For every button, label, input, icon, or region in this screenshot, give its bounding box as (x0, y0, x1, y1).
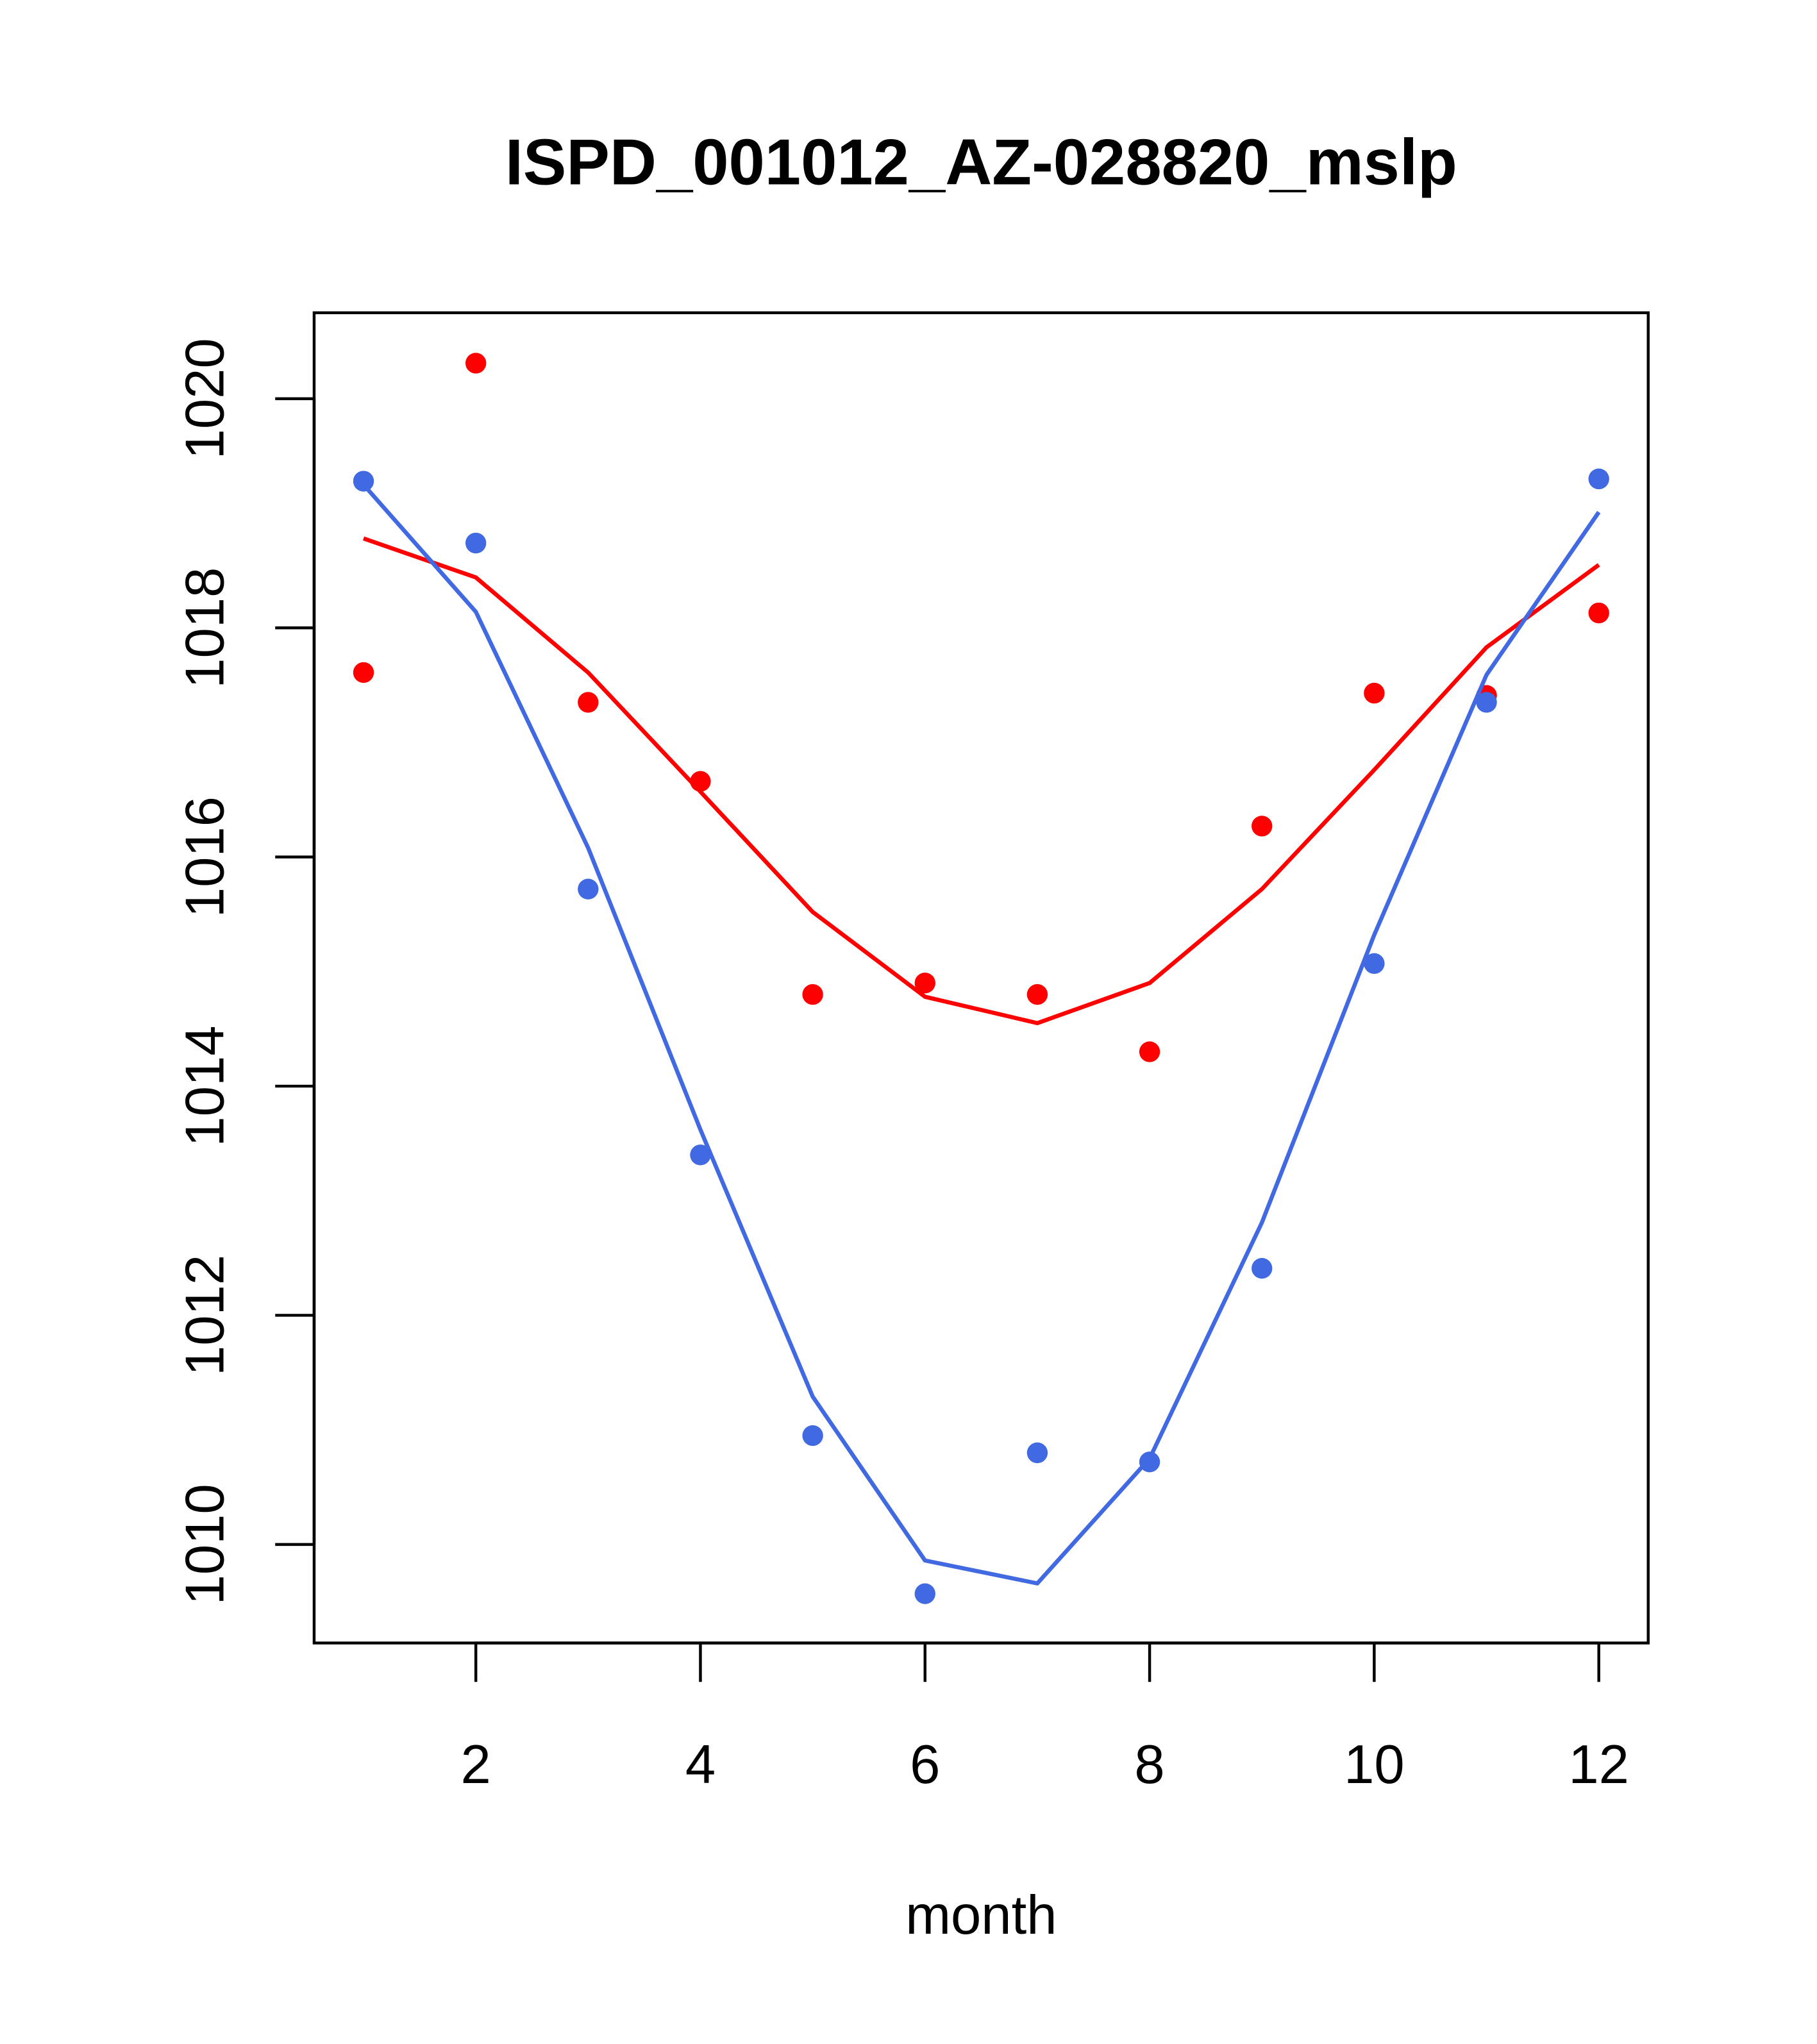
y-tick-label: 1010 (174, 1484, 235, 1605)
red-points-point (1364, 682, 1385, 704)
red-points-point (353, 662, 374, 683)
y-tick-label: 1014 (174, 1026, 235, 1147)
y-tick-label: 1020 (174, 338, 235, 459)
red-points-point (802, 984, 823, 1005)
blue-points-point (1252, 1257, 1273, 1279)
blue-points-point (1588, 468, 1609, 490)
blue-points-point (1026, 1442, 1048, 1464)
blue-points-point (1364, 953, 1385, 975)
y-axis: 1010 1012 1014 1016 1018 1020 (174, 338, 316, 1605)
blue-line-series (362, 483, 1601, 1586)
red-points-point (1139, 1041, 1160, 1062)
red-points-point (914, 973, 935, 994)
series-layer (353, 353, 1609, 1604)
y-tick-label: 1018 (174, 567, 235, 689)
y-tick-label: 1012 (174, 1255, 235, 1376)
x-tick-label: 10 (1344, 1734, 1405, 1795)
blue-points-point (353, 471, 374, 492)
x-tick-label: 4 (685, 1734, 716, 1795)
x-axis: 2 4 6 8 10 12 (461, 1641, 1629, 1795)
x-tick-label: 2 (461, 1734, 491, 1795)
y-tick-label: 1016 (174, 796, 235, 917)
x-tick-label: 8 (1134, 1734, 1164, 1795)
red-line-series (362, 536, 1600, 1026)
x-tick-label: 6 (910, 1734, 940, 1795)
blue-points-point (690, 1144, 711, 1166)
blue-points-point (802, 1425, 823, 1446)
red-points-point (578, 692, 599, 713)
red-points-point (1026, 984, 1048, 1005)
red-points-point (1588, 602, 1609, 624)
blue-points-point (914, 1583, 935, 1604)
blue-points-point (1476, 692, 1497, 713)
plot-frame (312, 311, 1650, 1645)
red-points-point (465, 353, 487, 374)
x-tick-label: 12 (1568, 1734, 1629, 1795)
blue-points-point (578, 878, 599, 900)
x-axis-label: month (905, 1885, 1057, 1946)
blue-points-point (465, 532, 487, 554)
red-points-point (1252, 816, 1273, 837)
chart-title: ISPD_001012_AZ-028820_mslp (505, 126, 1457, 198)
